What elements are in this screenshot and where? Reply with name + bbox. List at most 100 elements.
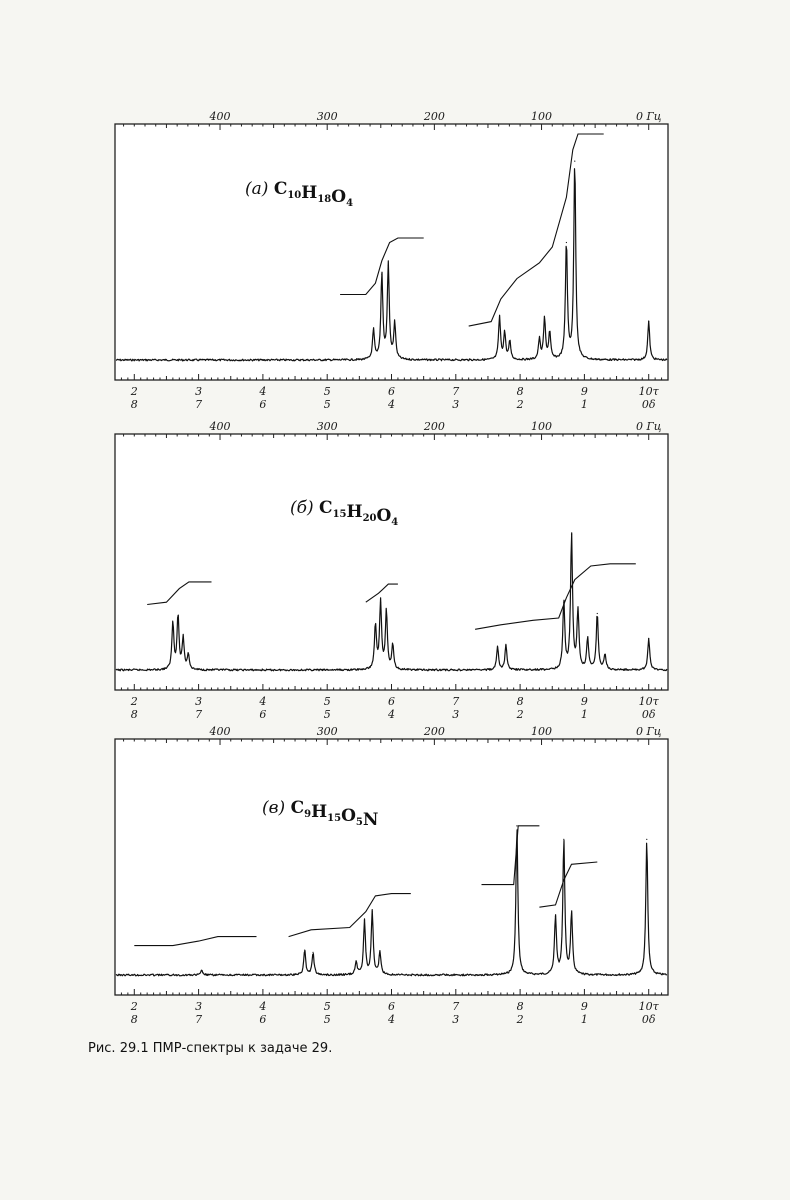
delta-tick-label: 1 — [581, 1013, 588, 1026]
hz-tick-label: 300 — [317, 725, 338, 738]
hz-tick-label: 400 — [209, 420, 231, 433]
hz-tick-label: 0 Гц — [636, 110, 662, 123]
spectrum-peak — [570, 913, 573, 915]
spectrum-peak — [549, 332, 551, 334]
hz-tick-label: 400 — [209, 725, 231, 738]
delta-tick-label: 0δ — [642, 1013, 656, 1026]
spectrum-peak — [563, 838, 565, 840]
tau-tick-label: 6 — [388, 385, 395, 398]
delta-tick-label: 8 — [131, 398, 138, 411]
tau-tick-label: 2 — [130, 1000, 138, 1013]
tau-tick-label: 4 — [258, 1000, 266, 1013]
tau-tick-label: 3 — [195, 385, 202, 398]
tau-tick-label: 6 — [388, 1000, 395, 1013]
spectrum-trace — [115, 829, 668, 977]
tau-tick-label: 9 — [581, 1000, 588, 1013]
delta-tick-label: 0δ — [642, 398, 656, 411]
tau-tick-label: 8 — [517, 695, 524, 708]
spectrum-peak — [201, 969, 203, 972]
spectrum-peak — [187, 653, 189, 655]
spectrum-peak — [371, 911, 373, 913]
spectrum-peak — [504, 332, 506, 334]
spectrum-trace — [115, 532, 668, 672]
tau-tick-label: 4 — [258, 385, 266, 398]
integral-curve — [288, 893, 411, 938]
spectrum-a: 400 300 200 100 0 Гц 2 3 4 5 6 7 8 9 10τ 8 7 6 5 4 3 2 1 0δ (а)… — [114, 110, 669, 411]
tau-tick-label: 10τ — [639, 1000, 660, 1013]
tau-tick-label: 5 — [324, 1000, 331, 1013]
delta-tick-label: 2 — [516, 708, 524, 721]
tau-tick-label: 10τ — [639, 695, 660, 708]
hz-tick-label: 400 — [209, 110, 231, 123]
delta-tick-label: 3 — [452, 398, 459, 411]
spectrum-peak — [648, 637, 650, 639]
figure-caption: Рис. 29.1 ПМР-спектры к задаче 29. — [88, 1041, 333, 1056]
delta-tick-label: 1 — [581, 398, 588, 411]
hz-tick-label: 100 — [531, 420, 552, 433]
delta-tick-label: 2 — [516, 398, 524, 411]
tau-tick-label: 7 — [452, 695, 459, 708]
spectrum-peak — [574, 160, 576, 162]
spectrum-peak — [312, 951, 314, 953]
spectrum-peak — [392, 644, 394, 646]
spectrum-peak — [379, 601, 382, 603]
tau-tick-label: 8 — [517, 385, 524, 398]
tau-tick-label: 2 — [130, 385, 138, 398]
tau-tick-label: 8 — [517, 1000, 524, 1013]
spectrum-peak — [182, 637, 184, 639]
delta-tick-label: 6 — [259, 708, 266, 721]
tau-tick-label: 5 — [324, 385, 331, 398]
delta-tick-label: 7 — [195, 1013, 202, 1026]
integral-curve — [134, 936, 257, 947]
tau-tick-label: 3 — [195, 695, 202, 708]
spectrum-peak — [646, 838, 648, 840]
hz-tick-label: 100 — [531, 725, 552, 738]
tau-tick-label: 4 — [258, 695, 266, 708]
tau-tick-label: 2 — [130, 695, 138, 708]
integral-curve — [539, 861, 598, 908]
delta-tick-label: 5 — [324, 708, 331, 721]
integral-curve — [147, 581, 212, 606]
tau-tick-label: 9 — [581, 385, 588, 398]
tau-tick-label: 7 — [452, 1000, 459, 1013]
tau-tick-label: 10τ — [639, 385, 660, 398]
spectrum-peak — [516, 825, 518, 827]
delta-tick-label: 3 — [452, 708, 459, 721]
delta-tick-label: 3 — [452, 1013, 459, 1026]
tau-tick-label: 6 — [388, 695, 395, 708]
spectrum-peak — [355, 960, 357, 963]
spectrum-peak — [554, 915, 557, 917]
spectrum-peak — [372, 330, 375, 332]
integral-curve — [340, 237, 424, 296]
delta-tick-label: 7 — [195, 398, 202, 411]
delta-tick-label: 6 — [259, 1013, 266, 1026]
spectrum-c: 400 300 200 100 0 Гц 2 3 4 5 6 7 8 9 10τ 8 7 6 5 4 3 2 1 0δ (в)… — [114, 725, 669, 1026]
hz-tick-label: 0 Гц — [636, 420, 662, 433]
spectrum-peak — [648, 320, 650, 323]
delta-tick-label: 0δ — [642, 708, 656, 721]
tau-tick-label: 9 — [581, 695, 588, 708]
compound-formula: (а) C10H18O4 — [245, 179, 353, 209]
hz-tick-label: 0 Гц — [636, 725, 662, 738]
delta-tick-label: 8 — [131, 708, 138, 721]
spectrum-peak — [577, 610, 579, 612]
hz-tick-label: 300 — [317, 420, 338, 433]
spectrum-peak — [543, 318, 546, 320]
spectrum-peak — [304, 949, 306, 951]
delta-tick-label: 6 — [259, 398, 266, 411]
spectrum-peak — [394, 323, 396, 325]
spectrum-peak — [587, 637, 589, 639]
delta-tick-label: 4 — [387, 708, 395, 721]
spectrum-peak — [387, 264, 389, 266]
tau-tick-label: 3 — [195, 1000, 202, 1013]
delta-tick-label: 5 — [324, 398, 331, 411]
spectrum-peak — [385, 610, 387, 612]
hz-tick-label: 200 — [423, 725, 445, 738]
integral-curve — [365, 583, 398, 603]
compound-formula: (в) C9H15O5N — [262, 798, 378, 830]
plot-frame — [114, 738, 669, 996]
delta-tick-label: 4 — [387, 1013, 395, 1026]
spectrum-peak — [538, 339, 540, 341]
spectrum-peak — [381, 273, 383, 275]
